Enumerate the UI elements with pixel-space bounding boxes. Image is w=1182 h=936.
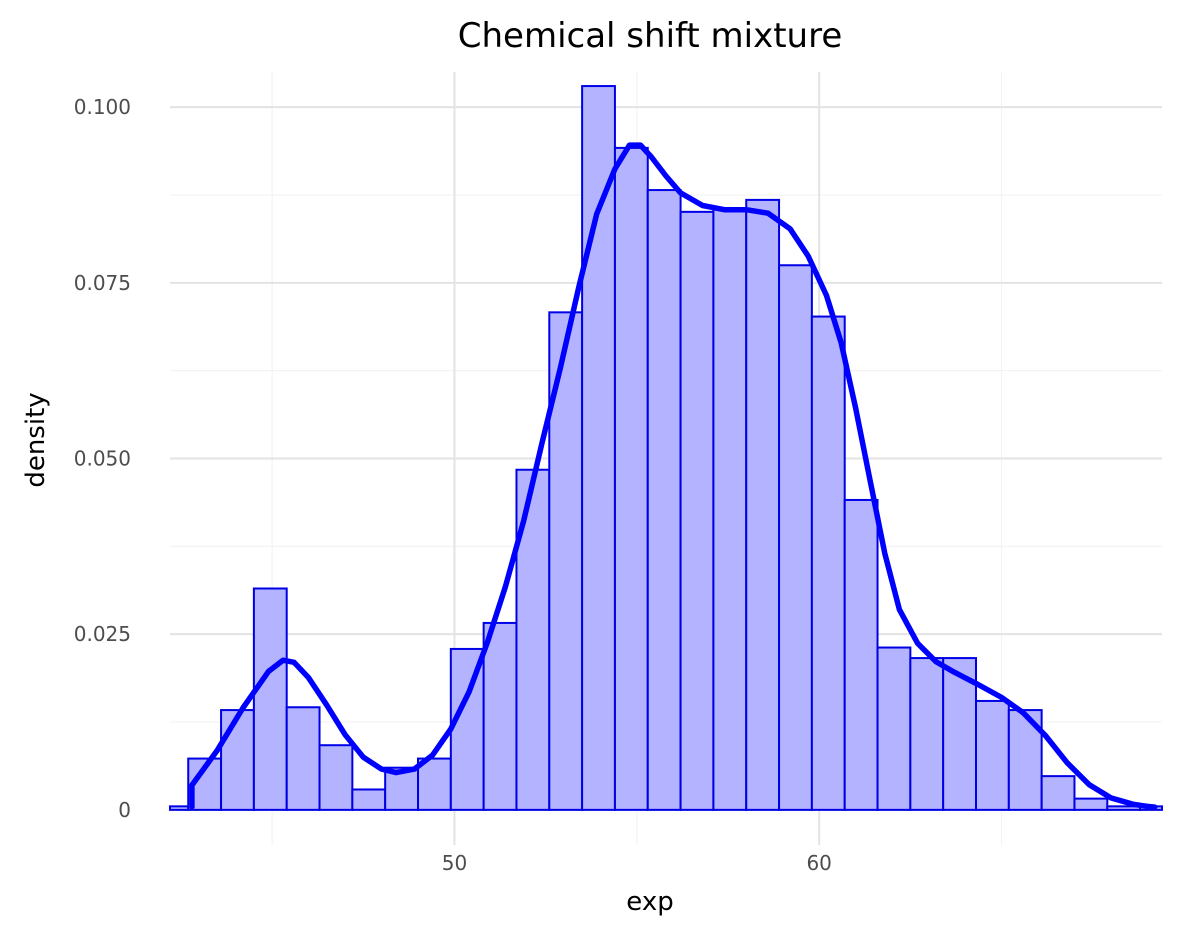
histogram-bar bbox=[909, 657, 945, 811]
y-tick-label: 0 bbox=[118, 798, 131, 822]
histogram-bar bbox=[810, 315, 846, 811]
histogram-bar bbox=[581, 85, 616, 811]
histogram-bars bbox=[169, 85, 1164, 811]
histogram-bar bbox=[169, 805, 190, 811]
histogram-bar bbox=[778, 264, 813, 811]
chart-title: Chemical shift mixture bbox=[458, 16, 843, 56]
histogram-bar bbox=[745, 198, 781, 811]
histogram-bar bbox=[1040, 775, 1076, 811]
histogram-bar bbox=[975, 699, 1010, 811]
histogram-bar bbox=[712, 207, 748, 811]
y-tick-label: 0.100 bbox=[74, 95, 131, 119]
histogram-bar bbox=[351, 788, 387, 811]
histogram-bar bbox=[252, 587, 288, 811]
y-axis-label: density bbox=[21, 392, 51, 487]
histogram-bar bbox=[285, 706, 321, 811]
y-tick-label: 0.025 bbox=[74, 622, 131, 646]
x-tick-label: 50 bbox=[442, 851, 467, 875]
histogram-bar bbox=[220, 709, 255, 811]
histogram-bar bbox=[482, 621, 518, 811]
histogram-bar bbox=[384, 766, 420, 811]
histogram-bar bbox=[843, 498, 879, 811]
density-curve bbox=[189, 142, 1158, 810]
histogram-bar bbox=[417, 757, 452, 811]
histogram-bar bbox=[876, 646, 912, 811]
density-curve-layer bbox=[189, 142, 1158, 810]
histogram-bar bbox=[1073, 797, 1109, 811]
x-axis-label: exp bbox=[626, 887, 673, 917]
x-axis-ticks: 50 60 bbox=[442, 851, 832, 875]
y-axis-ticks: 0 0.025 0.050 0.075 0.100 bbox=[74, 95, 131, 822]
x-tick-label: 60 bbox=[806, 851, 831, 875]
histogram-bar bbox=[613, 146, 649, 811]
histogram-bar bbox=[646, 189, 682, 811]
histogram-bar bbox=[318, 744, 354, 811]
histogram-bar bbox=[679, 210, 715, 811]
y-tick-label: 0.050 bbox=[74, 447, 131, 471]
y-tick-label: 0.075 bbox=[74, 271, 131, 295]
